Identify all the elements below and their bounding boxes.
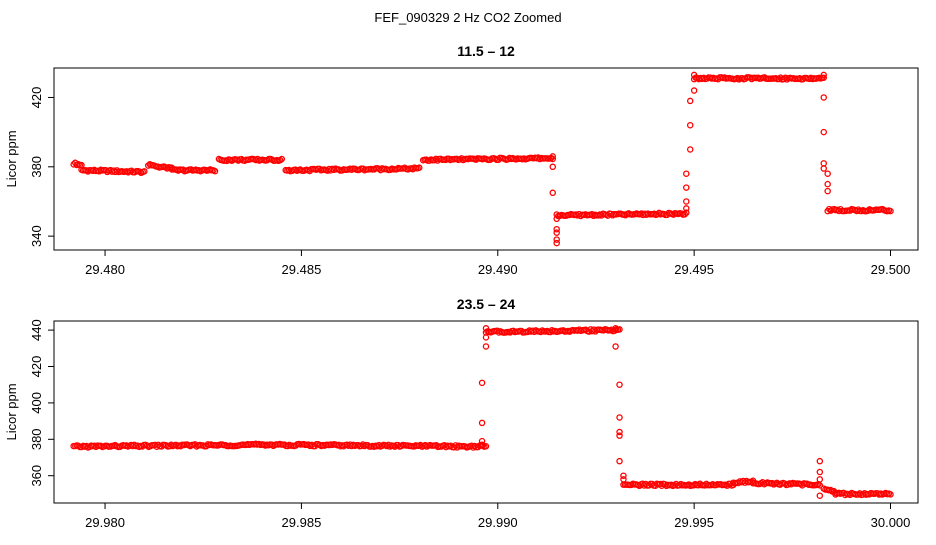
data-point (820, 160, 828, 167)
x-tick-label: 29.500 (871, 262, 911, 277)
data-point (820, 71, 828, 79)
data-point (616, 432, 623, 439)
data-point (616, 326, 623, 333)
data-point (683, 205, 690, 212)
data-point (820, 128, 828, 136)
data-point (553, 236, 560, 243)
y-axis: 360 380 400 420 440 (29, 319, 54, 487)
data-point (478, 437, 486, 445)
y-tick-label: 360 (29, 465, 44, 487)
data-point (616, 457, 623, 465)
data-point (690, 71, 698, 79)
data-point (415, 164, 423, 171)
data-point (683, 184, 690, 191)
x-tick-label: 29.495 (674, 262, 714, 277)
data-point (816, 457, 824, 465)
panel-title: 23.5 – 24 (457, 296, 516, 312)
data-point (278, 155, 286, 163)
data-point (549, 163, 557, 171)
x-tick-label: 29.990 (478, 515, 518, 530)
panel-title: 11.5 – 12 (457, 43, 515, 59)
x-axis: 29.480 29.485 29.490 29.495 29.500 (85, 250, 910, 277)
data-point (482, 334, 490, 341)
y-tick-label: 440 (29, 319, 44, 341)
data-point (553, 225, 560, 233)
data-point (612, 343, 619, 350)
data-point (824, 180, 831, 188)
y-axis-label: Licor ppm (4, 130, 19, 187)
data-point (887, 491, 894, 498)
data-point (549, 153, 557, 160)
data-point (211, 167, 219, 175)
plot-frame (53, 67, 919, 251)
y-tick-label: 400 (29, 392, 44, 414)
data-point (553, 215, 560, 223)
chart-panels: 11.5 – 12 29.480 29.485 29.490 29.495 29.500 3… (4, 43, 919, 530)
data-point (824, 170, 831, 177)
y-tick-label: 380 (29, 156, 44, 178)
x-tick-label: 29.985 (282, 515, 322, 530)
x-tick-label: 29.980 (85, 515, 125, 530)
data-point (827, 486, 834, 494)
data-point (683, 170, 690, 177)
data-point (616, 414, 623, 421)
x-tick-label: 29.480 (85, 262, 125, 277)
y-tick-label: 420 (29, 87, 44, 109)
data-point (816, 468, 824, 476)
data-point (482, 343, 490, 350)
data-point (686, 121, 694, 129)
plot-frame (53, 320, 919, 504)
data-point (690, 87, 698, 94)
data-point (478, 379, 486, 387)
data-point (820, 165, 828, 172)
data-point (482, 325, 490, 332)
data-point (553, 239, 560, 247)
data-point (686, 146, 694, 153)
y-tick-label: 380 (29, 428, 44, 450)
data-point (478, 419, 486, 427)
data-point (612, 325, 619, 332)
figure-title: FEF_090329 2 Hz CO2 Zoomed (374, 10, 561, 25)
data-point (553, 229, 560, 236)
x-tick-label: 29.490 (478, 262, 518, 277)
data-point (482, 443, 490, 450)
data-point (824, 187, 831, 195)
data-point (820, 94, 828, 101)
data-series (70, 325, 894, 499)
chart-panel-1: 11.5 – 12 29.480 29.485 29.490 29.495 29.500 3… (4, 43, 919, 277)
data-point (620, 472, 627, 479)
x-axis: 29.980 29.985 29.990 29.995 30.000 (85, 503, 910, 530)
data-point (683, 209, 690, 216)
data-point (478, 441, 486, 449)
data-point (816, 492, 824, 499)
y-tick-label: 420 (29, 356, 44, 378)
data-point (816, 482, 824, 489)
data-point (887, 207, 894, 215)
data-point (820, 74, 828, 81)
x-tick-label: 30.000 (871, 515, 911, 530)
data-point (620, 476, 627, 483)
data-point (816, 476, 824, 483)
data-point (683, 198, 690, 205)
x-tick-label: 29.995 (674, 515, 714, 530)
chart-panel-2: 23.5 – 24 29.980 29.985 29.990 29.995 30.000 3… (4, 296, 919, 530)
data-point (616, 428, 623, 436)
y-axis-label: Licor ppm (4, 383, 19, 440)
data-point (616, 381, 623, 388)
data-point (549, 155, 557, 163)
y-tick-label: 340 (29, 225, 44, 247)
data-series (70, 71, 894, 247)
data-point (686, 97, 694, 105)
data-point (141, 168, 148, 175)
x-tick-label: 29.485 (282, 262, 322, 277)
data-point (549, 189, 557, 197)
data-point (681, 211, 688, 218)
y-axis: 340 380 420 (29, 87, 54, 247)
